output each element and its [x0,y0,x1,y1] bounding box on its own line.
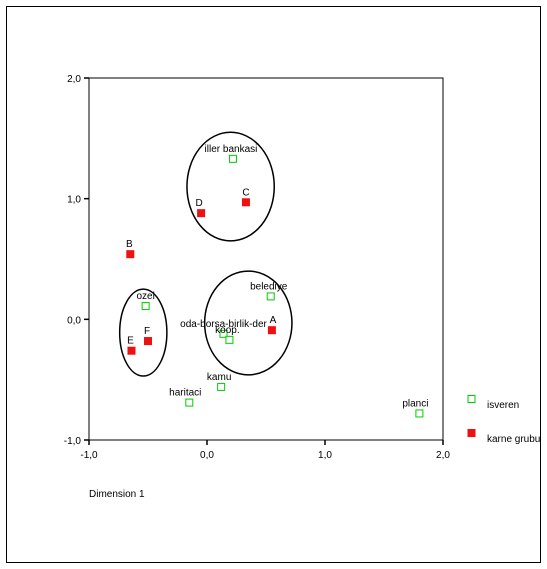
group-ellipse [118,288,168,377]
x-axis-title: Dimension 1 [89,489,145,500]
isveren-point [185,398,194,407]
karne-grubu-point [197,209,206,218]
point-label: koop. [215,325,239,336]
point-label: F [144,326,150,337]
karne-grubu-point [144,337,152,346]
karne-grubu-point [267,326,276,335]
y-tick-label: 1,0 [67,195,81,206]
point-label: haritaci [169,388,201,399]
chart-frame [6,6,541,563]
group-ellipse [203,270,293,376]
group-ellipses [118,131,293,377]
isveren-point [219,329,228,338]
plot-area [88,77,444,441]
y-tick-label: 0,0 [67,315,81,326]
karne-grubu-point [127,346,136,355]
isveren-point [266,292,275,301]
point-label: C [242,187,249,198]
point-label: ozel [136,291,154,302]
x-tick-label: 0,0 [200,450,214,461]
legend-marker [467,429,476,437]
y-tick-label: -1,0 [64,436,82,447]
point-label: E [127,336,134,347]
point-label: D [195,198,202,209]
axis-ticks: -1,0 0,0 1,0 2,0 -1,0 0,0 1,0 2,0 [64,74,451,461]
legend-label: isveren [487,400,519,411]
point-label: A [270,315,277,326]
point-label: kamu [207,372,231,383]
karne-grubu-point [241,198,250,207]
isveren-point [217,382,226,391]
legend-label: karne grubu [487,434,540,445]
x-tick-label: 1,0 [318,450,332,461]
isveren-point [228,154,237,163]
point-label: oda-borsa-birlik-der [180,319,267,330]
karne-grubu-point [126,250,135,259]
isveren-point [415,409,424,418]
isveren-point [225,335,234,344]
legend-marker [467,395,476,403]
legend: isveren karne grubu [467,395,540,445]
point-label: belediye [250,281,288,292]
point-label: B [126,239,133,250]
y-tick-label: 2,0 [67,74,81,85]
point-label: iller bankasi [205,144,258,155]
isveren-point [141,302,150,311]
point-label: planci [402,398,428,409]
data-points: iller bankasi belediye ozel oda-borsa-birli… [126,144,428,418]
group-ellipse [186,131,276,242]
x-tick-label: 2,0 [436,450,450,461]
x-tick-label: -1,0 [80,450,98,461]
